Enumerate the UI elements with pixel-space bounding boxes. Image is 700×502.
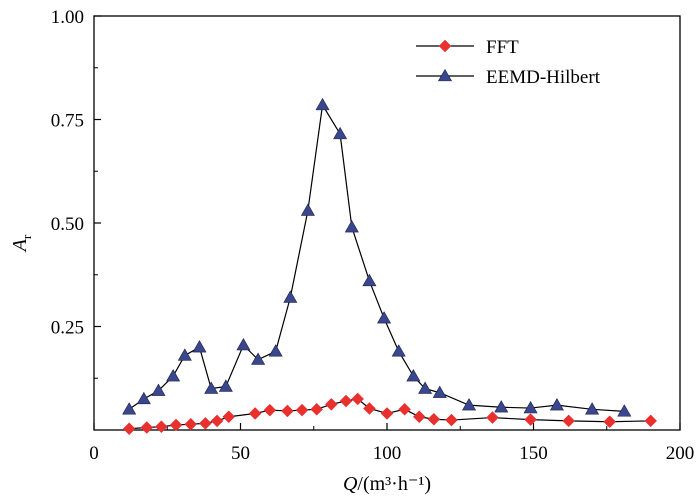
legend-item: FFT: [416, 37, 519, 58]
data-point: [155, 420, 168, 434]
y-tick-label: 1.00: [51, 7, 84, 28]
x-axis-title: Q/(m³·h⁻¹): [343, 473, 431, 495]
data-point: [549, 398, 564, 411]
data-point: [136, 391, 151, 405]
y-axis-title: Ar: [9, 234, 34, 253]
data-point: [281, 404, 294, 418]
data-point: [140, 421, 154, 434]
data-point: [324, 397, 338, 411]
data-point: [268, 344, 283, 357]
data-point: [524, 413, 537, 427]
data-point: [494, 400, 509, 413]
data-point: [236, 338, 251, 351]
data-point: [177, 348, 192, 361]
data-point: [427, 412, 441, 426]
data-point: [315, 97, 330, 111]
series-line: [128, 103, 625, 412]
data-point: [363, 402, 376, 415]
data-point: [418, 381, 433, 394]
data-point: [523, 400, 538, 414]
data-point: [122, 422, 136, 436]
x-axis: 0 50 100 150 200: [89, 423, 694, 464]
legend-marker: [437, 68, 453, 82]
data-point: [192, 340, 207, 353]
data-point: [218, 379, 233, 392]
x-tick-label: 0: [89, 443, 99, 464]
data-point: [362, 273, 377, 287]
data-point: [251, 352, 266, 365]
data-point: [339, 394, 353, 408]
data-point: [391, 344, 406, 357]
y-tick-label: 0.50: [51, 214, 84, 235]
legend-label: FFT: [486, 37, 519, 58]
data-point: [462, 398, 477, 411]
legend: FFT EEMD-Hilbert: [416, 37, 601, 88]
data-point: [344, 220, 359, 233]
data-point: [377, 311, 392, 324]
data-point: [486, 411, 499, 424]
data-point: [398, 402, 411, 416]
data-point: [351, 392, 365, 406]
y-tick-label: 0.25: [51, 318, 84, 339]
legend-label: EEMD-Hilbert: [486, 67, 601, 88]
data-point: [222, 410, 236, 424]
x-tick-label: 200: [666, 443, 695, 464]
data-point: [406, 369, 421, 382]
x-tick-label: 50: [231, 443, 250, 464]
x-tick-label: 150: [519, 443, 548, 464]
y-tick-label: 0.75: [51, 111, 84, 132]
legend-item: EEMD-Hilbert: [416, 67, 601, 88]
data-point: [445, 413, 458, 427]
data-point: [184, 417, 198, 431]
data-point: [198, 417, 212, 430]
data-point: [644, 414, 658, 428]
series-eemd-hilbert: [122, 97, 632, 417]
data-point: [283, 290, 298, 303]
data-point: [585, 402, 600, 415]
data-point: [166, 369, 181, 382]
data-point: [263, 403, 277, 417]
x-tick-label: 100: [373, 443, 402, 464]
y-axis: 0.25 0.50 0.75 1.00: [51, 7, 101, 379]
data-point: [412, 410, 426, 424]
data-point: [562, 414, 576, 428]
data-point: [310, 402, 324, 416]
data-point: [380, 407, 394, 420]
data-point: [248, 407, 262, 420]
data-point: [295, 403, 309, 417]
data-point: [151, 383, 166, 396]
legend-marker: [438, 39, 452, 53]
data-point: [333, 126, 348, 140]
data-point: [432, 385, 447, 398]
series-layer: [122, 97, 658, 436]
data-point: [122, 402, 137, 415]
data-point: [169, 418, 183, 432]
data-point: [300, 203, 315, 216]
data-point: [210, 414, 224, 428]
data-point: [603, 415, 617, 429]
series-fft: [122, 392, 658, 436]
data-point: [617, 404, 632, 417]
data-point: [204, 381, 219, 394]
